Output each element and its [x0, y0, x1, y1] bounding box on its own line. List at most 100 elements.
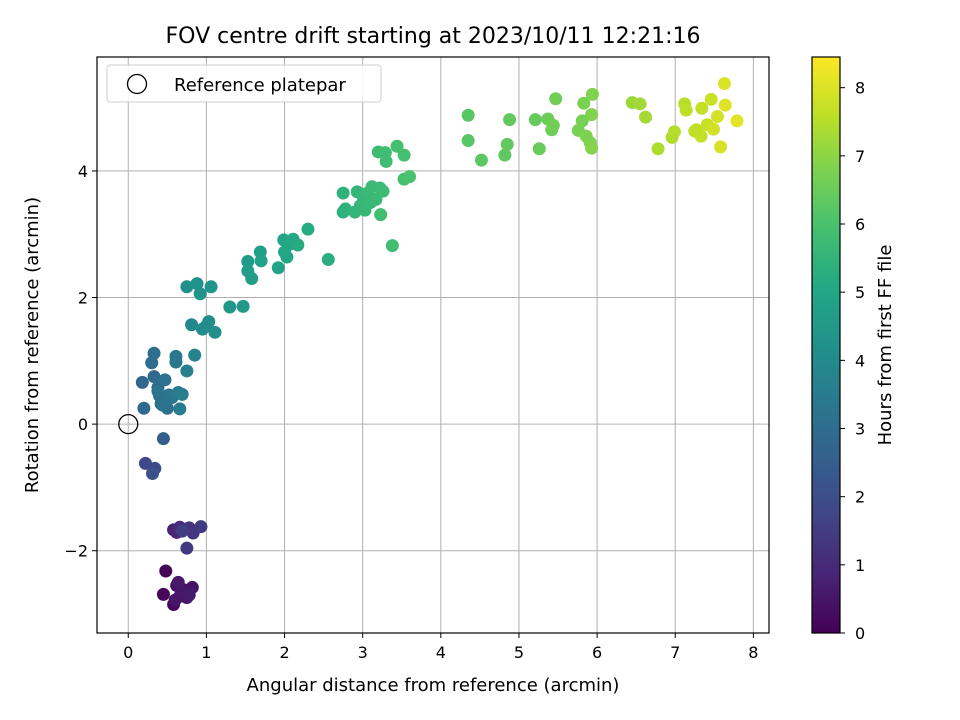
- colorbar-tick-label: 3: [855, 420, 865, 439]
- data-point: [223, 300, 237, 314]
- data-point: [679, 103, 693, 117]
- data-points: [118, 77, 744, 612]
- legend: Reference platepar: [106, 64, 382, 103]
- data-point: [190, 277, 204, 291]
- data-point: [718, 98, 732, 112]
- colorbar-tick-label: 1: [855, 556, 865, 575]
- data-point: [498, 148, 512, 162]
- x-tick-label: 3: [358, 643, 368, 662]
- colorbar-label: Hours from first FF file: [875, 245, 896, 446]
- data-point: [474, 153, 488, 167]
- colorbar-ticks: 0 1 2 3 4 5 6 7 8: [840, 79, 865, 643]
- data-point: [171, 575, 185, 589]
- y-tick-label: 0: [78, 415, 88, 434]
- data-point: [397, 148, 411, 162]
- data-point: [145, 466, 159, 480]
- colorbar-gradient: [811, 56, 841, 634]
- data-point: [301, 222, 315, 236]
- data-point: [461, 108, 475, 122]
- data-point: [546, 118, 560, 132]
- x-axis-ticks: 0 1 2 3 4 5 6 7 8: [123, 633, 758, 662]
- data-point: [689, 123, 703, 137]
- data-point: [193, 287, 207, 301]
- data-point: [585, 141, 599, 155]
- data-point: [532, 142, 546, 156]
- data-point: [156, 398, 170, 412]
- data-point: [461, 134, 475, 148]
- data-point: [241, 254, 255, 268]
- data-point: [180, 364, 194, 378]
- x-tick-label: 1: [201, 643, 211, 662]
- x-tick-label: 8: [748, 643, 758, 662]
- data-point: [503, 113, 517, 127]
- x-tick-label: 6: [592, 643, 602, 662]
- data-point: [236, 299, 250, 313]
- data-point: [158, 373, 172, 387]
- x-tick-label: 2: [279, 643, 289, 662]
- grid-lines: [97, 57, 769, 633]
- data-point: [156, 587, 170, 601]
- data-point: [376, 184, 390, 198]
- data-point: [336, 205, 350, 219]
- chart-title: FOV centre drift starting at 2023/10/11 …: [166, 24, 701, 49]
- data-point: [182, 588, 196, 602]
- data-point: [633, 97, 647, 111]
- colorbar-tick-label: 7: [855, 147, 865, 166]
- data-point: [336, 186, 350, 200]
- data-point: [730, 114, 744, 128]
- y-tick-label: 2: [78, 289, 88, 308]
- data-point: [169, 355, 183, 369]
- data-point: [208, 325, 222, 339]
- legend-marker-reference: [126, 73, 148, 95]
- data-point: [585, 108, 599, 122]
- data-point: [667, 125, 681, 139]
- colorbar-tick-label: 0: [855, 624, 865, 643]
- colorbar-tick-label: 4: [855, 351, 865, 370]
- data-point: [374, 208, 388, 222]
- data-point: [151, 384, 165, 398]
- data-point: [390, 139, 404, 153]
- x-tick-label: 4: [436, 643, 446, 662]
- colorbar-tick-label: 2: [855, 488, 865, 507]
- colorbar-tick-label: 8: [855, 79, 865, 98]
- colorbar: 0 1 2 3 4 5 6 7 8 Hours from first FF file: [811, 56, 896, 643]
- data-point: [717, 77, 731, 91]
- data-point: [135, 375, 149, 389]
- data-point: [173, 402, 187, 416]
- data-point: [175, 387, 189, 401]
- colorbar-tick-label: 6: [855, 215, 865, 234]
- data-point: [271, 261, 285, 275]
- reference-platepar-marker: [118, 413, 139, 435]
- data-point: [385, 239, 399, 253]
- colorbar-tick-label: 5: [855, 283, 865, 302]
- data-point: [185, 318, 199, 332]
- legend-entry-reference: Reference platepar: [174, 75, 346, 96]
- data-point: [194, 520, 208, 534]
- data-point: [147, 346, 161, 360]
- data-point: [280, 250, 294, 264]
- x-axis-label: Angular distance from reference (arcmin): [247, 675, 620, 696]
- data-point: [378, 146, 392, 160]
- data-point: [575, 114, 589, 128]
- data-point: [137, 401, 151, 415]
- data-point: [577, 96, 591, 110]
- data-point: [147, 370, 161, 384]
- y-axis-label: Rotation from reference (arcmin): [22, 197, 43, 493]
- x-tick-label: 7: [670, 643, 680, 662]
- data-point: [254, 254, 268, 268]
- data-point: [704, 92, 718, 106]
- data-point: [245, 272, 259, 286]
- data-point: [549, 92, 563, 106]
- data-point: [156, 432, 170, 446]
- y-tick-label: −2: [64, 542, 88, 561]
- data-point: [180, 541, 194, 555]
- data-point: [710, 109, 724, 123]
- y-tick-label: 4: [78, 162, 88, 181]
- data-point: [180, 280, 194, 294]
- x-tick-label: 0: [123, 643, 133, 662]
- x-tick-label: 5: [514, 643, 524, 662]
- data-point: [528, 113, 542, 127]
- plot-frame: [96, 56, 770, 634]
- data-point: [291, 238, 305, 252]
- data-point: [321, 253, 335, 267]
